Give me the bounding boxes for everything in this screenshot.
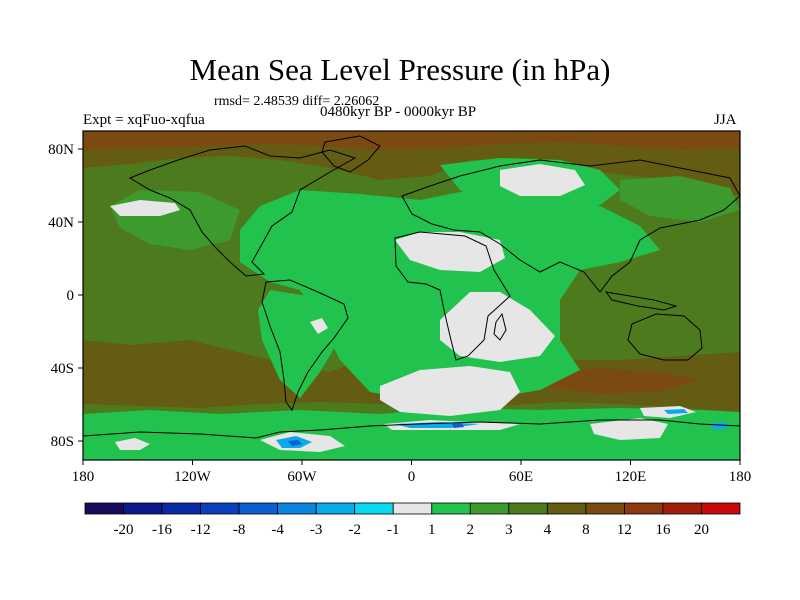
- colorbar-label: -20: [114, 522, 134, 538]
- colorbar-label: -4: [271, 522, 284, 538]
- field-arctic-dark-brown: [83, 131, 740, 150]
- colorbar-label: -2: [348, 522, 361, 538]
- field-amazon-gray: [310, 318, 328, 334]
- field-antarctica-gray-ross: [115, 438, 150, 450]
- coast-antarctica: [83, 419, 740, 439]
- colorbar-swatch: [200, 502, 240, 515]
- lon-label-60w: 60W: [287, 469, 317, 485]
- colorbar-swatch: [624, 502, 664, 515]
- coast-australia: [627, 313, 703, 361]
- lat-label-40n: 40N: [48, 215, 74, 231]
- coast-north-america: [128, 145, 357, 277]
- season-label: JJA: [714, 112, 737, 128]
- field-southern-africa-gray: [440, 292, 555, 362]
- longitude-axis: 180 120W 60W 0 60E 120E 180: [72, 460, 752, 485]
- colorbar-label: 4: [544, 522, 552, 538]
- field-south-atlantic-gray: [380, 366, 520, 416]
- lat-label-40s: 40S: [51, 361, 74, 377]
- lon-label-180w: 180: [72, 469, 95, 485]
- colorbar-label: 12: [617, 522, 632, 538]
- lon-label-120w: 120W: [174, 469, 212, 485]
- lon-label-180e: 180: [729, 469, 752, 485]
- colorbar-label: 3: [505, 522, 513, 538]
- field-south-america-green: [258, 290, 345, 398]
- colorbar-swatch: [123, 502, 163, 515]
- rmsd-diff-stats: rmsd= 2.48539 diff= 2.26062: [214, 94, 380, 109]
- colorbar-swatch: [392, 502, 433, 515]
- lon-label-0: 0: [408, 469, 416, 485]
- colorbar-swatch: [354, 502, 394, 515]
- lon-label-120e: 120E: [615, 469, 647, 485]
- field-southern-dark-brown: [540, 368, 700, 394]
- latitude-axis: 80N 40N 0 40S 80S: [48, 142, 83, 450]
- colorbar-swatch: [277, 502, 317, 515]
- pressure-field: [83, 131, 740, 460]
- coast-africa: [394, 231, 511, 361]
- colorbar-swatch: [508, 502, 548, 515]
- field-amery-cyan: [664, 409, 688, 414]
- field-siberia-green: [620, 176, 740, 222]
- coastlines: [83, 135, 740, 439]
- map-title: Mean Sea Level Pressure (in hPa): [189, 52, 611, 87]
- colorbar-label: 2: [467, 522, 475, 538]
- lat-label-80n: 80N: [48, 142, 74, 158]
- colorbar-swatch: [431, 502, 471, 515]
- colorbar-label: -1: [387, 522, 400, 538]
- coast-greenland: [321, 135, 381, 173]
- lat-label-80s: 80S: [51, 434, 74, 450]
- colorbar-label: -16: [152, 522, 172, 538]
- colorbar-label: 16: [655, 522, 671, 538]
- colorbar-label: 20: [694, 522, 709, 538]
- field-north-pacific-gray: [110, 200, 180, 216]
- field-coast-blue: [452, 423, 464, 428]
- coast-madagascar: [493, 312, 507, 341]
- lon-label-60e: 60E: [509, 469, 533, 485]
- colorbar-label: -8: [233, 522, 246, 538]
- colorbar-swatch: [546, 502, 587, 515]
- colorbar-swatch: [701, 502, 741, 515]
- field-ross-cyan: [710, 422, 728, 430]
- colorbar-swatch: [161, 502, 201, 515]
- colorbar-label: 1: [428, 522, 436, 538]
- field-north-atlantic-gray: [500, 164, 585, 196]
- colorbar-label: -3: [310, 522, 323, 538]
- colorbar-label: -12: [191, 522, 211, 538]
- coast-south-america: [261, 279, 349, 412]
- period-label: 0480kyr BP - 0000kyr BP: [320, 104, 477, 120]
- field-antarctic-green: [83, 408, 740, 460]
- field-weddell-blue: [288, 440, 302, 446]
- colorbar-swatch: [315, 502, 356, 515]
- lat-label-0: 0: [67, 288, 75, 304]
- colorbar-swatch: [469, 502, 510, 515]
- colorbar-swatch: [585, 502, 625, 515]
- experiment-label: Expt = xqFuo-xqfua: [83, 112, 205, 128]
- colorbar-swatch: [238, 502, 279, 515]
- colorbar: -20 -16 -12 -8 -4 -3 -2 -1 1 2 3 4 8 12 16 20: [84, 502, 741, 538]
- colorbar-swatch: [84, 502, 124, 515]
- colorbar-label: 8: [582, 522, 590, 538]
- colorbar-swatch: [662, 502, 702, 515]
- coast-indonesia: [604, 291, 678, 311]
- coast-europe-asia: [401, 159, 740, 293]
- field-antarctica-gray-east: [590, 418, 668, 440]
- field-atlantic-green: [240, 184, 660, 402]
